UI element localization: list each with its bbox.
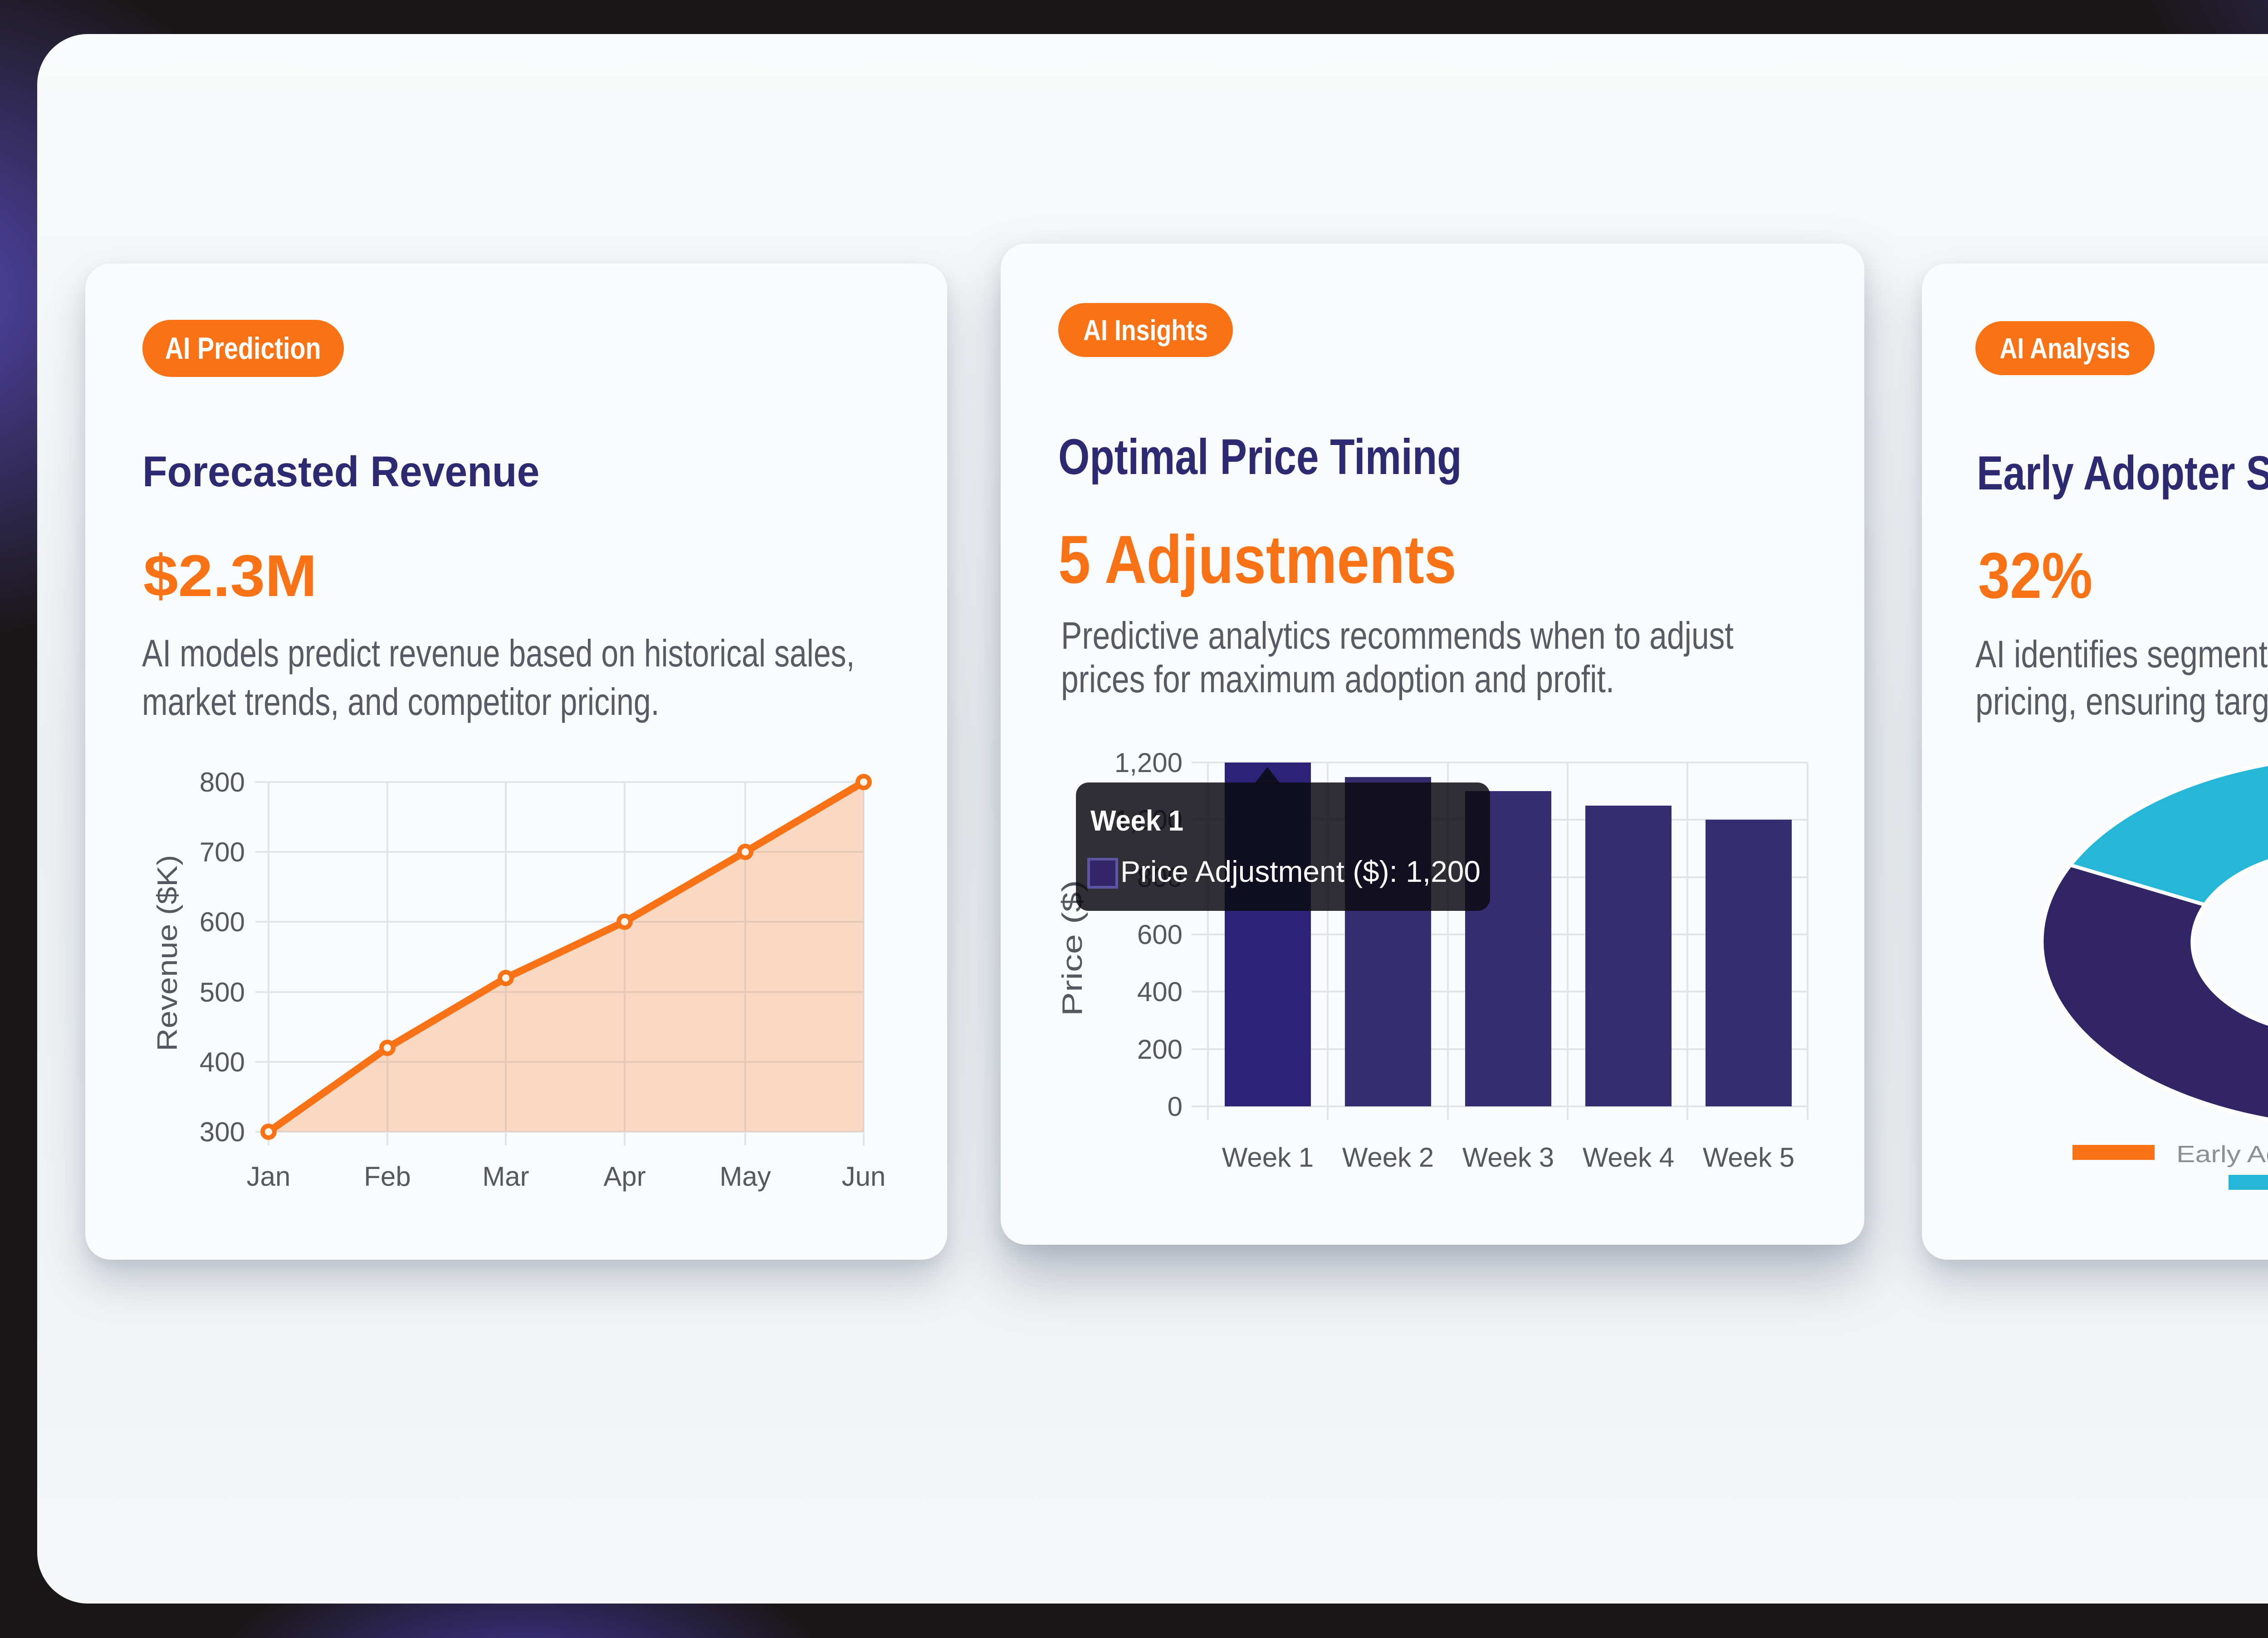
svg-text:Week 1: Week 1: [1090, 804, 1183, 837]
svg-text:500: 500: [200, 977, 245, 1007]
svg-text:Week 3: Week 3: [1462, 1142, 1554, 1173]
svg-text:Mar: Mar: [482, 1161, 529, 1192]
svg-text:600: 600: [200, 907, 245, 937]
svg-text:400: 400: [200, 1047, 245, 1077]
svg-text:300: 300: [200, 1117, 245, 1147]
svg-text:Week 5: Week 5: [1703, 1142, 1794, 1173]
svg-text:0: 0: [1168, 1091, 1183, 1122]
svg-text:400: 400: [1137, 977, 1183, 1007]
svg-text:Jun: Jun: [842, 1161, 886, 1192]
svg-text:May: May: [719, 1161, 771, 1192]
svg-text:Revenue ($K): Revenue ($K): [152, 855, 183, 1051]
svg-text:Early Adopters: Early Adopters: [2176, 1141, 2268, 1168]
svg-text:Feb: Feb: [364, 1161, 411, 1192]
svg-text:Week 4: Week 4: [1583, 1142, 1674, 1173]
svg-text:800: 800: [200, 767, 245, 797]
svg-text:Price Adjustment ($): 1,200: Price Adjustment ($): 1,200: [1120, 855, 1481, 888]
svg-text:200: 200: [1137, 1034, 1183, 1065]
svg-text:1,200: 1,200: [1114, 748, 1183, 778]
svg-text:600: 600: [1137, 919, 1183, 950]
svg-text:Jan: Jan: [247, 1161, 291, 1192]
svg-text:Week 1: Week 1: [1222, 1142, 1314, 1173]
svg-text:Apr: Apr: [603, 1161, 645, 1192]
svg-text:700: 700: [200, 837, 245, 867]
svg-text:Week 2: Week 2: [1342, 1142, 1434, 1173]
